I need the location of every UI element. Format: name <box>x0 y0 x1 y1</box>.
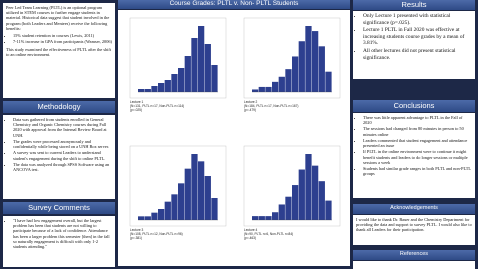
chart-caption: (p=.463) <box>244 236 256 240</box>
bar <box>211 65 218 92</box>
bar <box>298 169 305 220</box>
bar <box>285 69 292 92</box>
intro-list: 15% student retention in courses (Lewis,… <box>6 33 112 44</box>
results-box: Only Lecture 1 presented with statistica… <box>353 11 475 79</box>
chart-caption: Lecture 4 <box>244 228 258 232</box>
bar <box>298 41 305 92</box>
bar <box>171 194 178 220</box>
bullet-item: "I have had low engagement overall, but … <box>13 218 112 249</box>
chart-caption: (p=.479) <box>244 108 256 112</box>
bar <box>164 80 171 92</box>
chart-caption: (N=131, PLTL n=17, Non-PLTL n=114) <box>130 104 184 108</box>
bar <box>184 168 191 220</box>
results-list: Only Lecture 1 presented with statistica… <box>356 13 472 61</box>
bar <box>292 185 299 220</box>
bar <box>265 216 272 220</box>
bar <box>178 68 185 92</box>
bullet-item: Lecture 1 PLTL in Fall 2020 was effectiv… <box>363 27 472 47</box>
acknowledgements-text: I would like to thank Dr. Bauer and the … <box>356 217 472 233</box>
bullet-item: 7-11% increase in GPA from participants … <box>13 39 112 44</box>
bullet-item: 15% student retention in courses (Lewis,… <box>13 33 112 38</box>
bar <box>278 76 285 92</box>
bar <box>312 31 319 92</box>
intro-conclusion: This study examined the effectiveness of… <box>6 46 111 57</box>
bar <box>151 212 158 220</box>
chart-panel: Lecture 1(N=131, PLTL n=17, Non-PLTL n=1… <box>118 10 350 266</box>
acknowledgements-box: I would like to thank Dr. Bauer and the … <box>353 215 475 245</box>
bar <box>204 176 211 220</box>
bar <box>171 74 178 92</box>
survey-box: "I have had low engagement overall, but … <box>3 216 115 267</box>
bar <box>258 216 265 220</box>
intro-text: Peer Led Team Learning (PLTL) is an opti… <box>6 5 110 31</box>
bar <box>178 183 185 220</box>
section-header: Results <box>353 0 475 10</box>
bar <box>265 86 272 92</box>
bar <box>318 46 325 92</box>
section-header: References <box>353 250 475 260</box>
bullet-item: The sessions had changed from 80 minutes… <box>363 126 472 136</box>
bar <box>272 212 279 220</box>
bar <box>312 165 319 220</box>
bar <box>285 196 292 220</box>
bar <box>318 181 325 220</box>
chart-caption: (N=90, PLTL n=6, Non-PLTL n=84) <box>244 232 293 236</box>
bar <box>198 26 205 92</box>
bullet-item: All other lectures did not present stati… <box>363 48 472 61</box>
section-header: Methodology <box>3 101 115 113</box>
section-header: Conclusions <box>353 100 475 112</box>
bullet-item: The data was analyzed through SPSS Softw… <box>13 162 112 172</box>
bar <box>305 154 312 220</box>
survey-list: "I have had low engagement overall, but … <box>6 218 112 249</box>
bar <box>164 201 171 220</box>
chart-caption: (N=108, PLTL n=12, Non-PLTL n=96) <box>130 232 183 236</box>
bar <box>204 44 211 92</box>
chart-caption: (p=.381) <box>130 236 142 240</box>
bar <box>325 200 332 220</box>
bar <box>144 89 151 92</box>
section-header: Survey Comments <box>3 202 115 214</box>
bar <box>198 161 205 220</box>
methodology-box: Data was gathered from students enrolled… <box>3 115 115 199</box>
chart-caption: Lecture 1 <box>130 100 144 104</box>
chart-caption: (N=184, PLTL n=17, Non-PLTL n=167) <box>244 104 298 108</box>
bullet-item: Students had similar grade ranges in bot… <box>363 166 472 176</box>
bullet-item: There was little apparent advantage to P… <box>363 115 472 125</box>
bullet-item: The grades were processed anonymously an… <box>13 139 112 149</box>
bar <box>258 86 265 92</box>
bar <box>151 86 158 92</box>
bar <box>292 56 299 92</box>
bar <box>138 216 145 220</box>
conclusions-list: There was little apparent advantage to P… <box>356 115 472 177</box>
bar <box>325 71 332 92</box>
bar <box>144 216 151 220</box>
intro-box: Peer Led Team Learning (PLTL) is an opti… <box>3 3 115 98</box>
bar <box>252 89 259 92</box>
section-header: Course Grades: PLTL v. Non- PLTL Student… <box>118 0 350 9</box>
bullet-item: A survey was sent to current Leaders to … <box>13 150 112 160</box>
bullet-item: Leaders commented that student engagemen… <box>363 138 472 148</box>
bar <box>184 56 191 92</box>
bar <box>211 198 218 220</box>
bar <box>158 209 165 220</box>
chart-caption: (p=.025) <box>130 108 142 112</box>
bar <box>138 89 145 92</box>
bullet-item: If PLTL in the online environment were t… <box>363 149 472 165</box>
references-box <box>353 261 475 269</box>
chart-caption: Lecture 2 <box>244 100 258 104</box>
bar <box>272 81 279 92</box>
bar <box>305 26 312 92</box>
bullet-item: Data was gathered from students enrolled… <box>13 117 112 138</box>
section-header: Acknowledgements <box>353 204 475 214</box>
conclusions-box: There was little apparent advantage to P… <box>353 113 475 198</box>
bar <box>278 204 285 220</box>
methodology-list: Data was gathered from students enrolled… <box>6 117 112 172</box>
bar <box>191 38 198 92</box>
bar <box>158 83 165 92</box>
bar <box>191 154 198 220</box>
bar <box>252 216 259 220</box>
chart-caption: Lecture 3 <box>130 228 144 232</box>
bullet-item: Only Lecture 1 presented with statistica… <box>363 13 472 26</box>
